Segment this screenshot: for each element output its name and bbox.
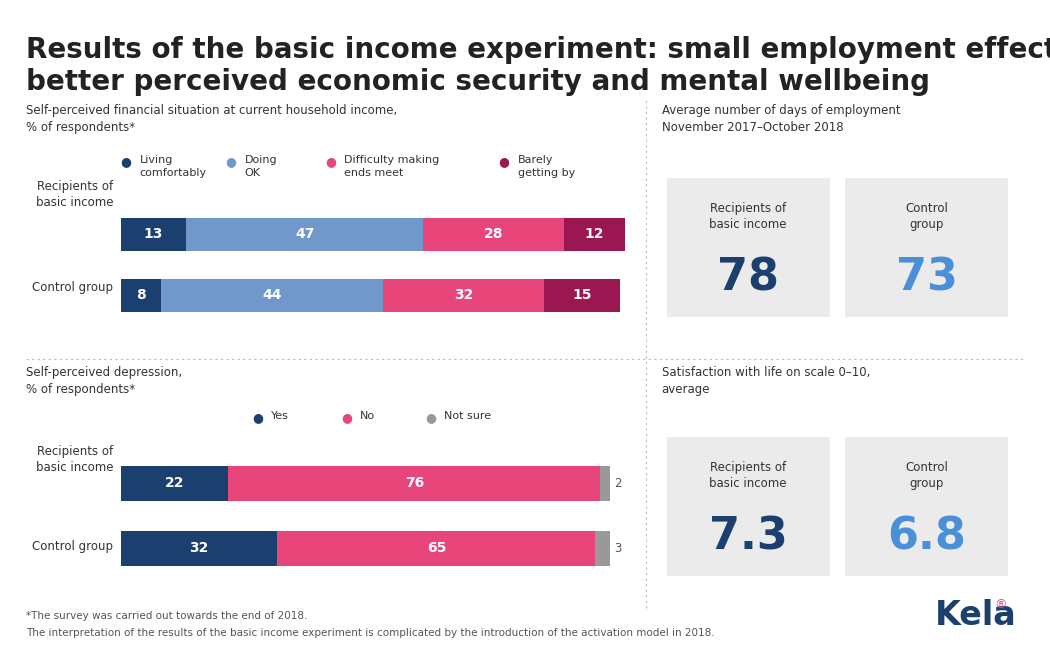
Text: 12: 12 bbox=[585, 227, 604, 241]
Text: ●: ● bbox=[252, 411, 262, 424]
Text: Kela: Kela bbox=[934, 599, 1016, 633]
Text: Control
group: Control group bbox=[905, 203, 948, 232]
Bar bbox=[121, 279, 161, 312]
Text: 2: 2 bbox=[614, 477, 622, 490]
Text: 8: 8 bbox=[136, 288, 146, 302]
Text: 15: 15 bbox=[572, 288, 591, 302]
Text: Recipients of
basic income: Recipients of basic income bbox=[36, 445, 113, 474]
Text: 6.8: 6.8 bbox=[887, 516, 966, 558]
Text: The interpretation of the results of the basic income experiment is complicated : The interpretation of the results of the… bbox=[26, 628, 715, 637]
Text: better perceived economic security and mental wellbeing: better perceived economic security and m… bbox=[26, 68, 930, 96]
Bar bbox=[161, 279, 383, 312]
Text: Barely
getting by: Barely getting by bbox=[518, 155, 575, 178]
Bar bbox=[186, 218, 423, 251]
Bar bbox=[564, 218, 625, 251]
Text: 32: 32 bbox=[454, 288, 474, 302]
Text: Control group: Control group bbox=[33, 540, 113, 553]
Text: 22: 22 bbox=[165, 476, 185, 490]
Bar bbox=[544, 279, 619, 312]
Text: ●: ● bbox=[499, 155, 509, 168]
Text: 73: 73 bbox=[896, 257, 958, 300]
Text: 13: 13 bbox=[144, 227, 163, 241]
Text: Difficulty making
ends meet: Difficulty making ends meet bbox=[344, 155, 440, 178]
Text: ●: ● bbox=[226, 155, 236, 168]
Text: Not sure: Not sure bbox=[444, 411, 491, 421]
Bar bbox=[383, 279, 544, 312]
Bar bbox=[601, 466, 610, 501]
Text: 28: 28 bbox=[484, 227, 503, 241]
Text: Satisfaction with life on scale 0–10,
average: Satisfaction with life on scale 0–10, av… bbox=[662, 366, 869, 395]
Bar bbox=[595, 531, 610, 566]
Text: ®: ® bbox=[994, 598, 1007, 611]
Text: ●: ● bbox=[326, 155, 336, 168]
Text: 3: 3 bbox=[614, 542, 622, 555]
Text: Doing
OK: Doing OK bbox=[245, 155, 277, 178]
Text: No: No bbox=[360, 411, 375, 421]
Text: Recipients of
basic income: Recipients of basic income bbox=[710, 461, 786, 490]
Bar bbox=[121, 531, 277, 566]
Text: Recipients of
basic income: Recipients of basic income bbox=[36, 180, 113, 208]
Text: 32: 32 bbox=[189, 542, 209, 555]
Text: Self-perceived depression,
% of respondents*: Self-perceived depression, % of responde… bbox=[26, 366, 183, 395]
Text: ●: ● bbox=[121, 155, 131, 168]
Text: Control
group: Control group bbox=[905, 461, 948, 490]
Text: Yes: Yes bbox=[271, 411, 289, 421]
Text: Recipients of
basic income: Recipients of basic income bbox=[710, 203, 786, 232]
Text: 7.3: 7.3 bbox=[709, 516, 788, 558]
Bar bbox=[277, 531, 595, 566]
Text: 65: 65 bbox=[426, 542, 446, 555]
Bar bbox=[121, 466, 229, 501]
Text: Results of the basic income experiment: small employment effects,: Results of the basic income experiment: … bbox=[26, 36, 1050, 63]
Bar bbox=[121, 218, 186, 251]
Text: Control group: Control group bbox=[33, 281, 113, 294]
Text: 44: 44 bbox=[262, 288, 281, 302]
Text: ●: ● bbox=[341, 411, 352, 424]
Text: 78: 78 bbox=[717, 257, 779, 300]
Text: 47: 47 bbox=[295, 227, 314, 241]
Text: *The survey was carried out towards the end of 2018.: *The survey was carried out towards the … bbox=[26, 611, 308, 621]
Text: Average number of days of employment
November 2017–October 2018: Average number of days of employment Nov… bbox=[662, 104, 900, 133]
Text: 76: 76 bbox=[404, 476, 424, 490]
Bar bbox=[423, 218, 564, 251]
Text: Living
comfortably: Living comfortably bbox=[140, 155, 207, 178]
Bar bbox=[229, 466, 601, 501]
Text: Self-perceived financial situation at current household income,
% of respondents: Self-perceived financial situation at cu… bbox=[26, 104, 398, 133]
Text: ●: ● bbox=[425, 411, 436, 424]
